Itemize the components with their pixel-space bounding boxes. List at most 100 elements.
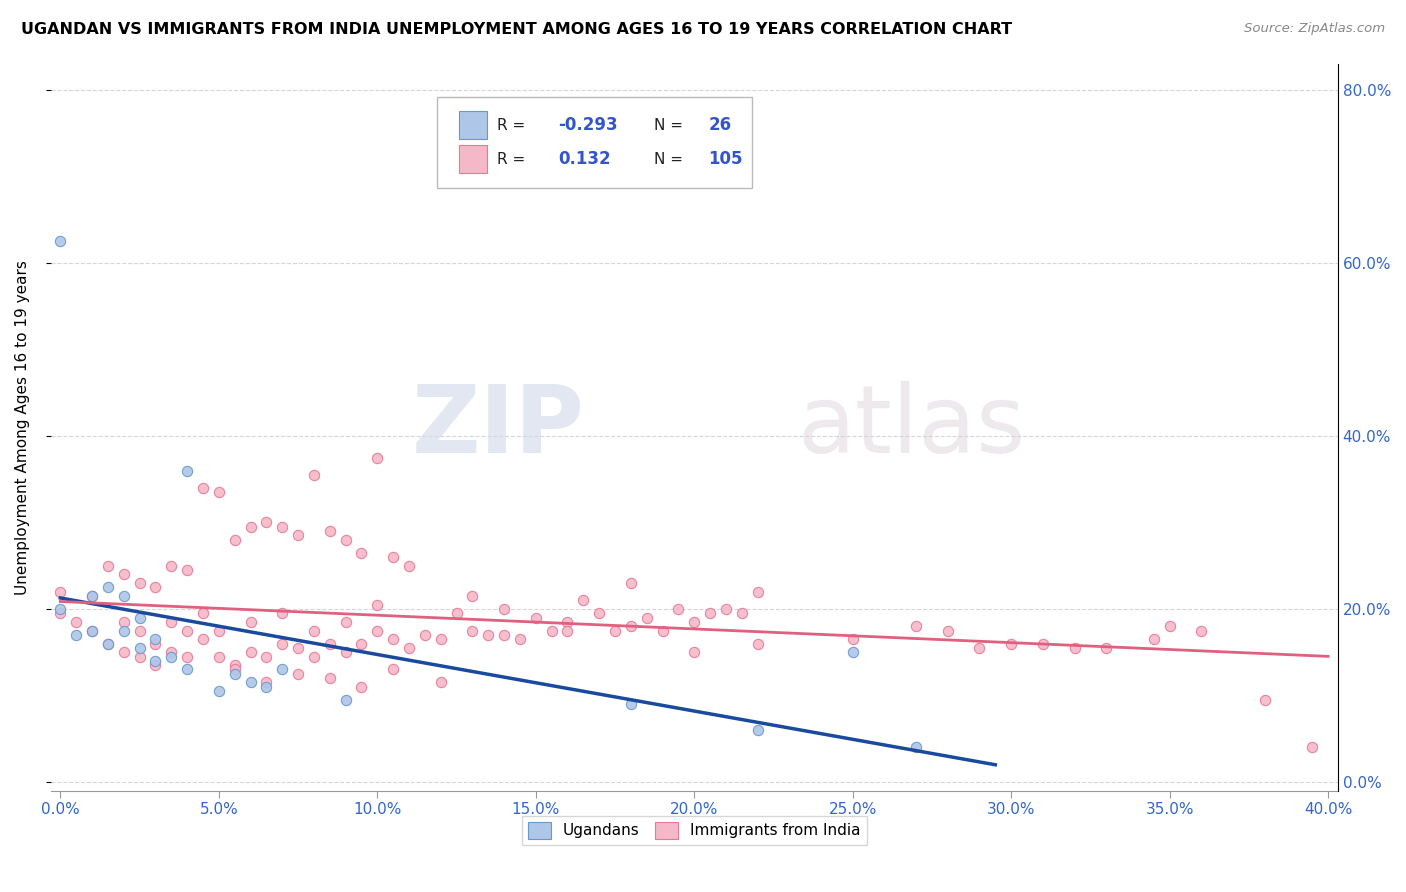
Point — [208, 485, 231, 500]
Point — [699, 607, 721, 621]
Point — [461, 589, 484, 603]
Point — [366, 450, 388, 465]
Point — [651, 624, 673, 638]
Point — [636, 610, 658, 624]
Text: N =: N = — [654, 152, 688, 167]
Point — [239, 675, 262, 690]
Text: Source: ZipAtlas.com: Source: ZipAtlas.com — [1244, 22, 1385, 36]
Text: ZIP: ZIP — [412, 381, 585, 474]
Point — [683, 645, 706, 659]
FancyBboxPatch shape — [437, 96, 752, 187]
Point — [49, 584, 72, 599]
Point — [191, 632, 214, 647]
Point — [80, 624, 103, 638]
Point — [224, 663, 246, 677]
Point — [65, 628, 87, 642]
Point — [302, 649, 325, 664]
Point — [145, 636, 167, 650]
Point — [841, 645, 863, 659]
Point — [1301, 740, 1323, 755]
Point — [494, 602, 516, 616]
Point — [112, 645, 135, 659]
Text: 105: 105 — [709, 150, 742, 169]
Point — [224, 533, 246, 547]
Point — [1063, 640, 1085, 655]
Point — [112, 615, 135, 629]
Point — [302, 624, 325, 638]
Point — [413, 628, 436, 642]
Point — [540, 624, 562, 638]
Point — [572, 593, 595, 607]
Point — [160, 645, 183, 659]
Point — [224, 666, 246, 681]
Point — [176, 624, 198, 638]
Point — [1143, 632, 1166, 647]
Point — [145, 632, 167, 647]
Point — [254, 680, 277, 694]
Point — [620, 619, 643, 633]
Point — [80, 624, 103, 638]
Point — [112, 567, 135, 582]
Point — [382, 632, 405, 647]
Point — [224, 658, 246, 673]
Point — [398, 640, 420, 655]
Point — [128, 624, 150, 638]
Text: atlas: atlas — [797, 381, 1025, 474]
Point — [97, 580, 120, 594]
Point — [145, 654, 167, 668]
Point — [271, 520, 294, 534]
Point — [128, 610, 150, 624]
Point — [80, 589, 103, 603]
Point — [335, 692, 357, 706]
Point — [335, 615, 357, 629]
Point — [319, 671, 342, 685]
Point — [509, 632, 531, 647]
Point — [191, 607, 214, 621]
Point — [366, 598, 388, 612]
Point — [969, 640, 991, 655]
Point — [80, 589, 103, 603]
Point — [208, 684, 231, 698]
Point — [366, 624, 388, 638]
Point — [271, 607, 294, 621]
Point — [176, 649, 198, 664]
Text: 0.132: 0.132 — [558, 150, 610, 169]
Text: N =: N = — [654, 118, 688, 133]
FancyBboxPatch shape — [458, 112, 486, 139]
Point — [208, 649, 231, 664]
Text: -0.293: -0.293 — [558, 116, 617, 134]
Point — [254, 516, 277, 530]
Point — [936, 624, 959, 638]
Point — [731, 607, 754, 621]
Point — [128, 640, 150, 655]
Point — [239, 645, 262, 659]
Point — [1032, 636, 1054, 650]
Point — [905, 619, 928, 633]
Point — [97, 636, 120, 650]
Point — [239, 520, 262, 534]
FancyBboxPatch shape — [458, 145, 486, 173]
Point — [747, 584, 769, 599]
Point — [254, 675, 277, 690]
Point — [494, 628, 516, 642]
Point — [588, 607, 610, 621]
Point — [176, 563, 198, 577]
Point — [683, 615, 706, 629]
Point — [112, 589, 135, 603]
Point — [160, 558, 183, 573]
Point — [1000, 636, 1022, 650]
Text: UGANDAN VS IMMIGRANTS FROM INDIA UNEMPLOYMENT AMONG AGES 16 TO 19 YEARS CORRELAT: UGANDAN VS IMMIGRANTS FROM INDIA UNEMPLO… — [21, 22, 1012, 37]
Point — [1189, 624, 1212, 638]
Point — [208, 624, 231, 638]
Point — [319, 636, 342, 650]
Point — [176, 663, 198, 677]
Point — [557, 624, 579, 638]
Point — [1254, 692, 1277, 706]
Point — [666, 602, 689, 616]
Point — [239, 615, 262, 629]
Point — [1095, 640, 1118, 655]
Point — [160, 615, 183, 629]
Point — [335, 645, 357, 659]
Point — [603, 624, 626, 638]
Point — [49, 607, 72, 621]
